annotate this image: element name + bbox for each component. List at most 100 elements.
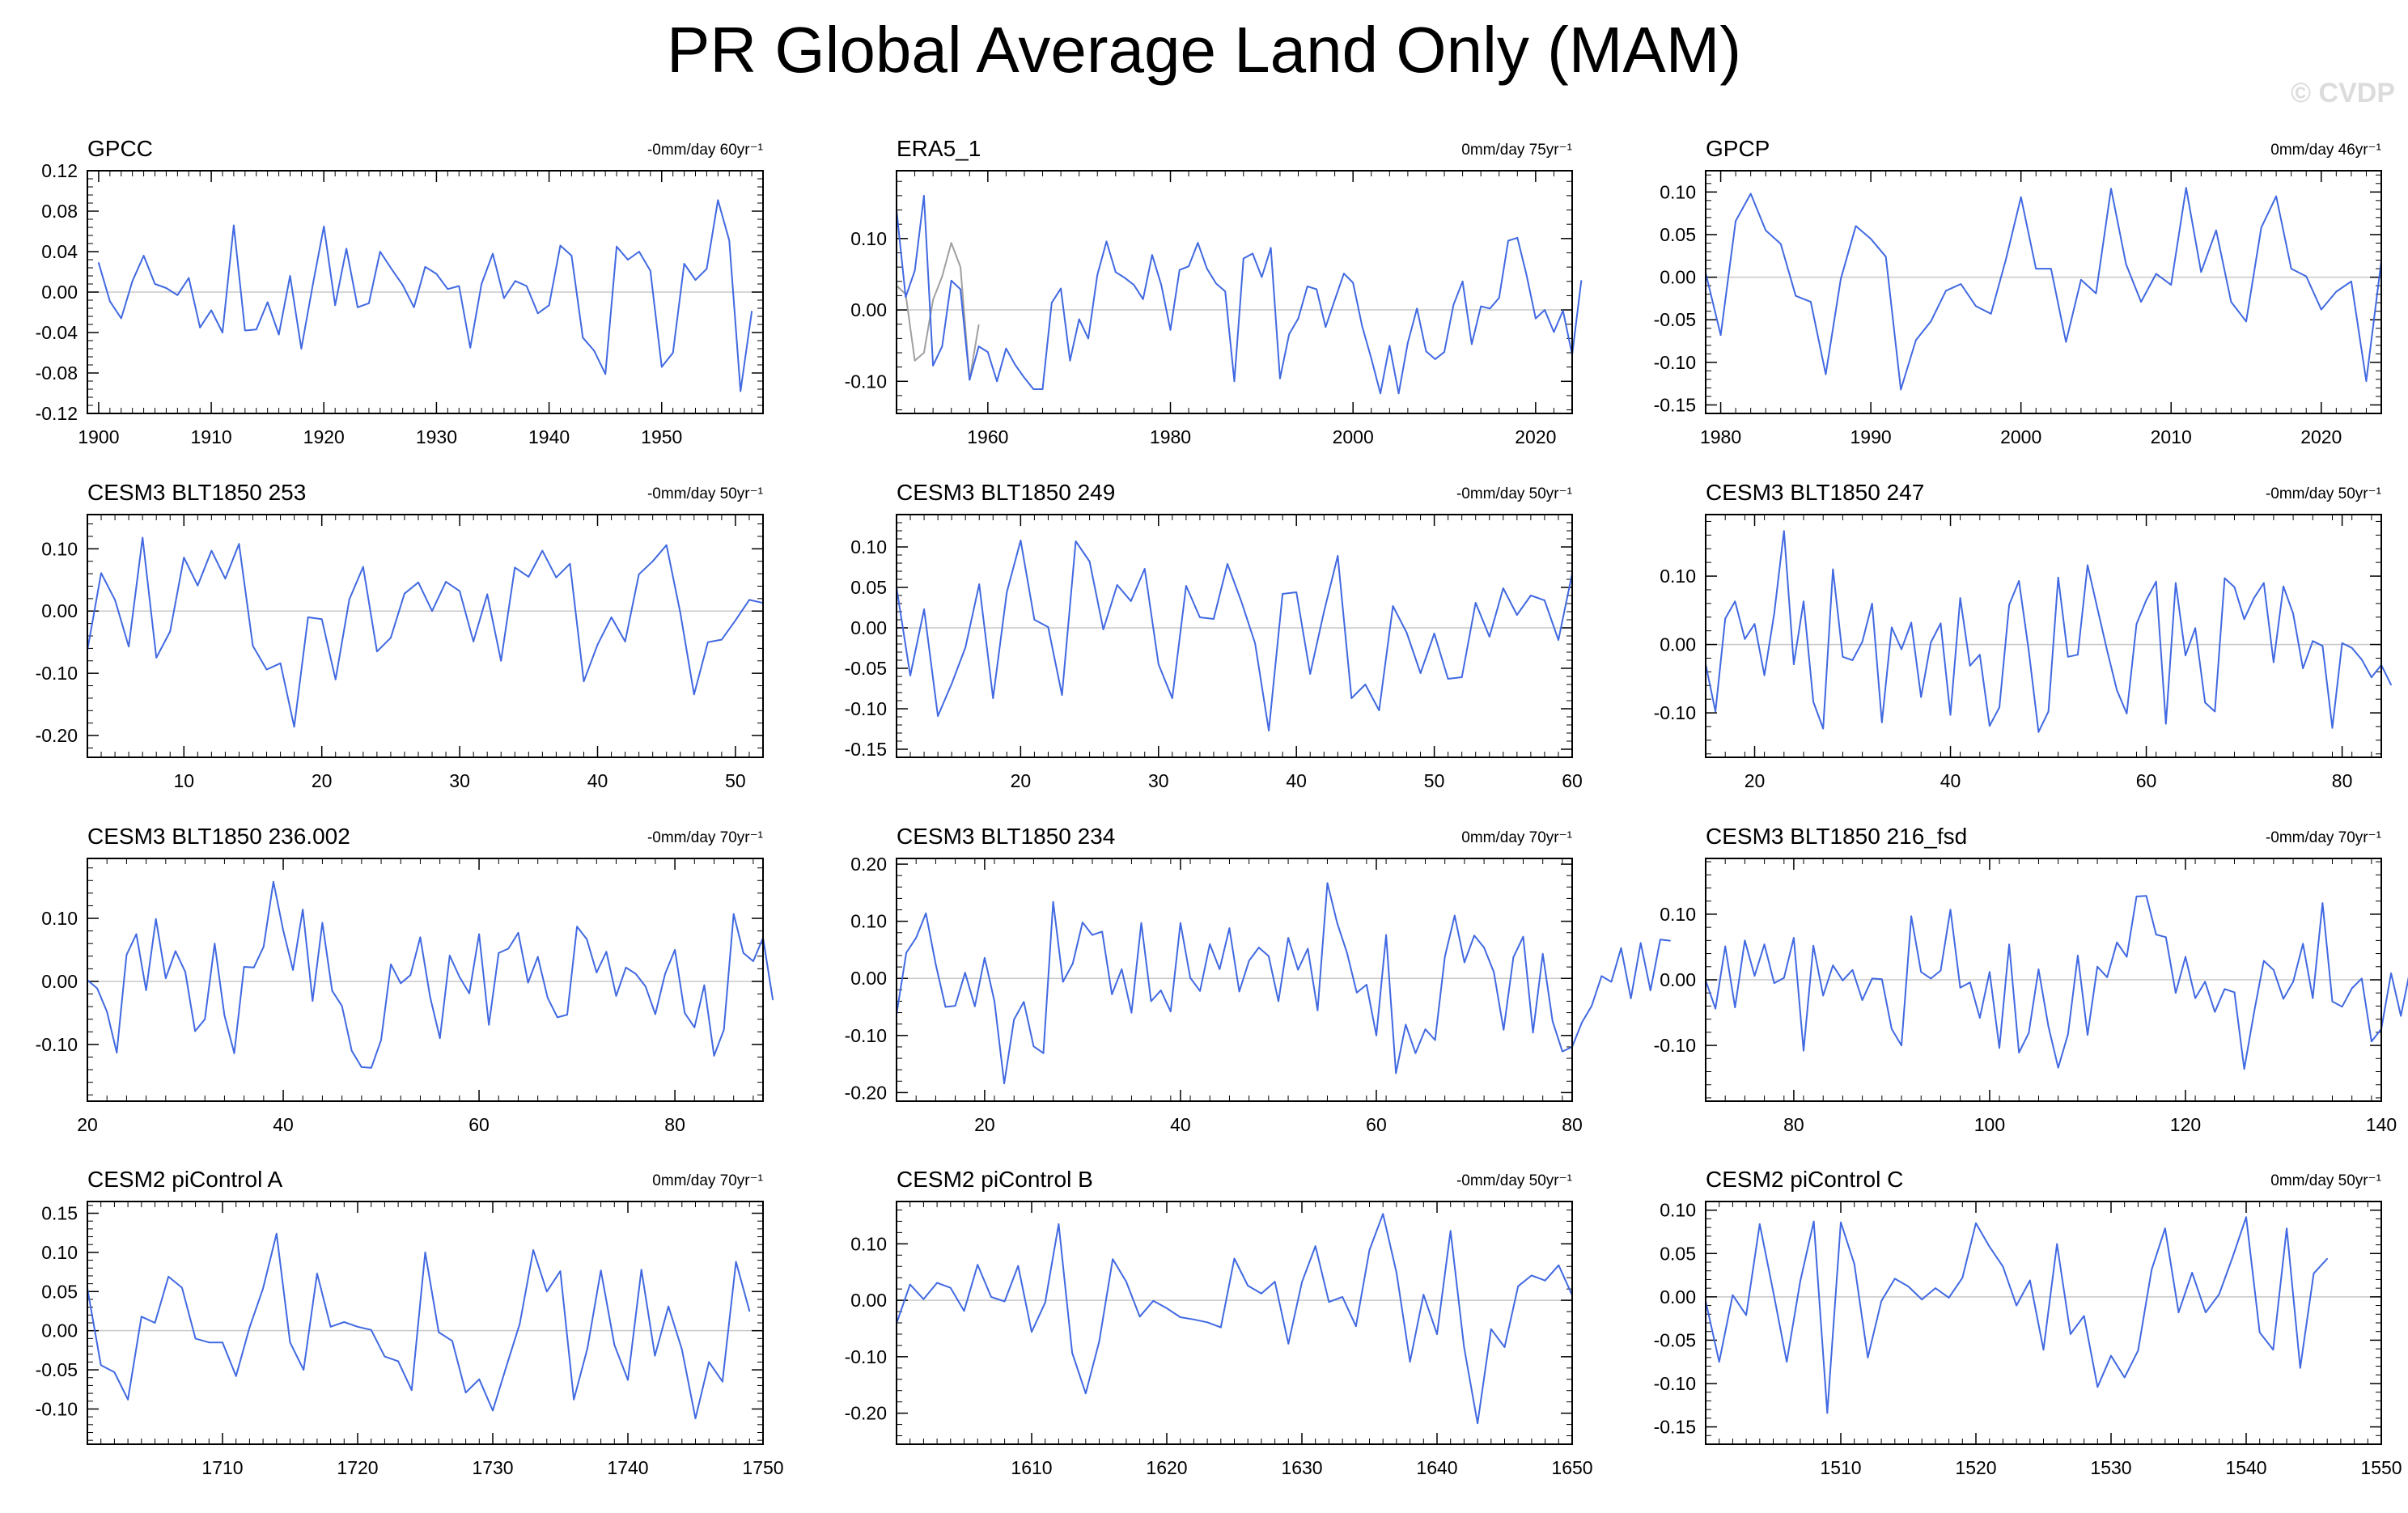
data-point: [1489, 307, 1491, 310]
data-point: [329, 1326, 332, 1328]
y-tick-label: -0.20: [845, 1082, 887, 1103]
data-point: [1115, 271, 1117, 273]
data-point: [1188, 265, 1189, 268]
data-point: [681, 1349, 683, 1350]
data-point: [1532, 1032, 1534, 1034]
panel-title: CESM2 piControl A: [87, 1167, 283, 1192]
data-point: [307, 617, 309, 618]
x-tick-label: 1530: [2090, 1457, 2131, 1478]
data-point: [964, 972, 966, 973]
data-point: [1124, 277, 1126, 279]
data-point: [376, 651, 378, 653]
data-point: [2400, 1015, 2402, 1017]
data-point: [1238, 990, 1240, 993]
data-point: [445, 581, 447, 583]
data-point: [2020, 196, 2022, 198]
data-point: [576, 926, 578, 927]
data-point: [1424, 1028, 1427, 1030]
data-point: [541, 549, 544, 552]
data-point: [1735, 220, 1736, 222]
data-point: [1650, 990, 1651, 991]
panel-title: GPCC: [87, 136, 153, 161]
data-point: [2018, 580, 2020, 582]
data-point: [2083, 1315, 2085, 1317]
data-point: [1544, 600, 1545, 601]
data-point: [566, 1014, 568, 1016]
data-point: [2360, 977, 2363, 980]
x-tick-label: 30: [1148, 770, 1169, 791]
data-point: [2170, 284, 2173, 286]
data-point: [2080, 278, 2082, 281]
data-point: [1436, 1333, 1438, 1335]
y-tick-label: 0.08: [41, 201, 78, 222]
data-point: [1551, 1020, 1554, 1022]
x-tick-label: 60: [468, 1114, 490, 1135]
data-point: [312, 1000, 314, 1002]
data-point: [1949, 714, 1952, 716]
data-point: [717, 199, 719, 201]
data-point: [1180, 922, 1181, 924]
data-point: [334, 304, 336, 307]
data-point: [1812, 945, 1814, 947]
data-point: [1884, 256, 1887, 258]
data-point: [323, 225, 325, 227]
data-point: [2096, 965, 2098, 968]
plot-frame: [87, 170, 764, 414]
data-point: [1989, 971, 1990, 973]
data-point: [1143, 568, 1146, 570]
data-point: [1252, 252, 1253, 255]
data-point: [2185, 655, 2186, 656]
data-point: [2283, 998, 2284, 1000]
data-point: [527, 981, 529, 984]
data-point: [409, 974, 412, 976]
data-point: [1105, 240, 1108, 243]
x-tick-label: 50: [725, 770, 746, 791]
data-point: [960, 266, 961, 268]
data-point: [98, 261, 100, 264]
x-tick-label: 2010: [2151, 426, 2192, 447]
data-point: [1227, 563, 1228, 565]
data-point: [1224, 290, 1227, 292]
data-point: [380, 1039, 382, 1041]
data-point: [638, 251, 640, 252]
data-point: [255, 328, 257, 331]
data-point: [932, 299, 934, 301]
data-point: [2065, 341, 2067, 343]
data-point: [1945, 290, 1947, 292]
panel-title: CESM2 piControl B: [897, 1167, 1093, 1192]
data-point: [1732, 1294, 1734, 1296]
x-tick-label: 1960: [967, 426, 1008, 447]
data-point: [1140, 922, 1143, 924]
data-point: [155, 918, 157, 920]
x-tick-label: 80: [1562, 1114, 1583, 1135]
x-tick-label: 80: [2332, 770, 2353, 791]
data-point: [303, 1369, 305, 1371]
data-point: [1861, 999, 1863, 1001]
data-point: [2067, 1033, 2069, 1036]
data-point: [1409, 1361, 1411, 1363]
data-point: [1355, 1325, 1357, 1327]
data-point: [2321, 902, 2324, 904]
data-point: [302, 909, 304, 910]
data-point: [1092, 934, 1093, 936]
data-point: [1366, 984, 1367, 985]
data-point: [613, 1344, 616, 1346]
data-point: [289, 275, 291, 277]
y-tick-label: 0.10: [850, 1233, 887, 1254]
data-point: [2164, 936, 2167, 939]
data-point: [2215, 229, 2217, 231]
series-points: [87, 881, 774, 1069]
data-point: [605, 951, 608, 953]
data-point: [969, 379, 971, 381]
data-point: [555, 576, 557, 578]
data-point: [1082, 922, 1083, 923]
x-tick-label: 1750: [742, 1457, 783, 1478]
data-point: [935, 963, 937, 965]
data-point: [1157, 663, 1159, 665]
data-point: [2185, 956, 2186, 958]
data-point: [1150, 1000, 1152, 1002]
data-point: [2292, 981, 2294, 983]
data-point: [1031, 1331, 1032, 1333]
data-point: [1032, 388, 1035, 390]
